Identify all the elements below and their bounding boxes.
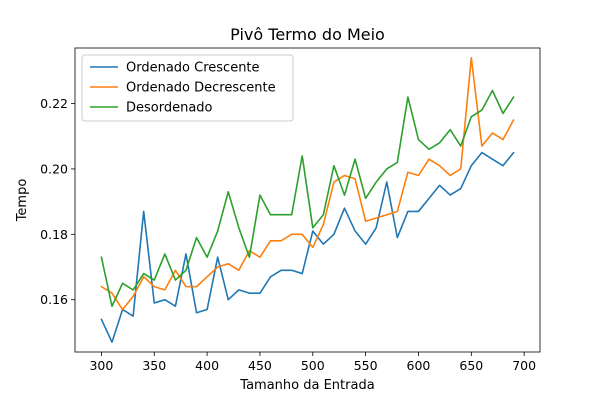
x-tick-label: 500 — [301, 358, 325, 373]
x-tick-label: 300 — [89, 358, 113, 373]
legend-label-2: Ordenado Decrescente — [126, 81, 276, 96]
legend-box — [81, 54, 294, 122]
series-group — [100, 57, 515, 343]
x-axis-title: Tamanho da Entrada — [239, 378, 374, 393]
y-tick-label: 0.18 — [40, 227, 68, 242]
x-tick-label: 600 — [407, 358, 431, 373]
y-axis-title: Tempo — [15, 179, 30, 223]
plot-frame — [74, 47, 541, 353]
y-tick-label: 0.16 — [40, 292, 68, 307]
chart-title: Pivô Termo do Meio — [230, 25, 385, 44]
y-tick-label: 0.20 — [40, 161, 68, 176]
legend-label-3: Desordenado — [126, 101, 213, 116]
x-tick-label: 350 — [142, 358, 166, 373]
series-line-1 — [100, 151, 515, 343]
x-axis: 300 350 400 450 500 550 600 650 700 — [89, 352, 536, 373]
y-tick-label: 0.22 — [40, 96, 68, 111]
series-line-3 — [100, 89, 515, 308]
y-axis: 0.16 0.18 0.20 0.22 — [40, 96, 75, 307]
x-tick-label: 450 — [248, 358, 272, 373]
series-line-2 — [100, 57, 515, 311]
x-tick-label: 650 — [459, 358, 483, 373]
x-tick-label: 400 — [195, 358, 219, 373]
x-tick-label: 700 — [512, 358, 536, 373]
x-tick-label: 550 — [354, 358, 378, 373]
legend: Ordenado Crescente Ordenado Decrescente De… — [81, 54, 294, 122]
plot-area — [74, 47, 541, 353]
legend-label-1: Ordenado Crescente — [126, 61, 260, 76]
